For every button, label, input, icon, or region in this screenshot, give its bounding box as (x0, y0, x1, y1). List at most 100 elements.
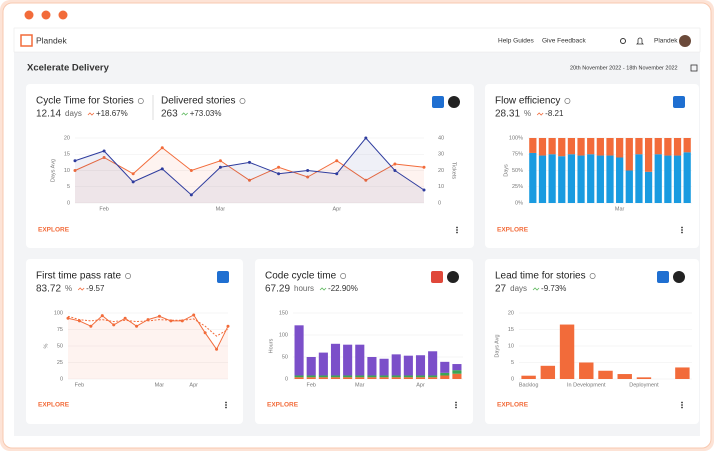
date-range[interactable]: 20th November 2022 - 18th November 2022 (570, 65, 678, 71)
bar (644, 171, 653, 203)
bar (538, 155, 547, 203)
menu-dot[interactable] (456, 231, 458, 234)
tool-icon (673, 271, 685, 283)
explore-link[interactable]: EXPLORE (497, 227, 529, 234)
trend-arrow (181, 112, 188, 116)
explore-link[interactable]: EXPLORE (38, 227, 70, 234)
y-axis-label: Hours (268, 338, 274, 353)
card-title: Code cycle time (265, 271, 337, 282)
bar (415, 377, 426, 379)
trend-arrow (77, 287, 85, 291)
y2-tick-label: 20 (438, 168, 444, 174)
data-point (306, 169, 310, 172)
menu-dot[interactable] (681, 401, 683, 404)
explore-link[interactable]: EXPLORE (267, 402, 299, 409)
data-point (364, 178, 368, 182)
metric-value: 83.72 (36, 284, 61, 295)
data-point (306, 175, 310, 179)
bar (683, 152, 691, 203)
explore-link[interactable]: EXPLORE (497, 402, 529, 409)
bar (343, 344, 353, 376)
menu-dot[interactable] (225, 404, 227, 406)
bar (675, 367, 690, 379)
y-tick-label: 0 (511, 376, 514, 382)
y-axis-label: Days Avg (494, 334, 500, 357)
bar (391, 377, 401, 379)
menu-dot[interactable] (455, 404, 457, 406)
user-name[interactable]: Plandek (654, 38, 678, 45)
menu-dot[interactable] (681, 231, 683, 234)
menu-dot[interactable] (456, 226, 458, 229)
menu-dot[interactable] (225, 401, 227, 404)
data-point (112, 323, 116, 327)
data-point (160, 146, 164, 150)
info-icon[interactable] (589, 273, 596, 279)
info-icon[interactable] (564, 98, 571, 104)
data-point (203, 331, 207, 335)
bell-icon[interactable] (636, 37, 644, 45)
menu-dot[interactable] (681, 226, 683, 229)
data-point (218, 159, 222, 163)
nav-link[interactable]: Help Guides (498, 38, 535, 45)
bar (596, 138, 604, 156)
y-tick-label: 0% (515, 200, 523, 206)
trend-arrow (532, 287, 540, 291)
x-tick-label: Apr (189, 382, 198, 388)
y-tick-label: 100 (279, 332, 288, 338)
menu-dot[interactable] (681, 229, 683, 231)
menu-dot[interactable] (455, 401, 457, 404)
menu-dot[interactable] (681, 406, 683, 409)
bar (330, 343, 341, 376)
theme-icon[interactable] (620, 38, 626, 44)
menu-dot[interactable] (681, 404, 683, 406)
y2-tick-label: 10 (438, 184, 444, 190)
metric-unit: days (65, 109, 82, 118)
nav-link[interactable]: Give Feedback (542, 38, 586, 45)
calendar-icon[interactable] (690, 64, 698, 72)
bar (440, 375, 450, 379)
menu-dot[interactable] (455, 406, 457, 409)
avatar[interactable] (679, 35, 691, 47)
bar (343, 377, 353, 379)
y2-tick-label: 0 (438, 200, 441, 206)
bar (403, 375, 413, 378)
data-point (335, 159, 339, 163)
metric-change: +18.67% (96, 109, 128, 118)
card (26, 259, 243, 424)
data-point (73, 159, 77, 163)
metric-value: 263 (161, 109, 178, 120)
bar (617, 374, 632, 379)
x-tick-label: Apr (332, 206, 341, 212)
bar (577, 155, 585, 203)
menu-dot[interactable] (225, 406, 227, 409)
explore-link[interactable]: EXPLORE (38, 402, 70, 409)
bar (330, 375, 341, 378)
card-title: Delivered stories (161, 96, 235, 107)
y-tick-label: 25 (57, 360, 63, 366)
metric-change: +73.03% (190, 109, 222, 118)
bar (654, 138, 662, 155)
info-icon[interactable] (340, 273, 347, 279)
y-axis-label: Days Avg (50, 159, 56, 182)
bar (625, 138, 633, 171)
data-point (157, 314, 161, 318)
menu-dot[interactable] (456, 229, 458, 231)
bar (428, 377, 438, 379)
bar (673, 138, 682, 156)
info-icon[interactable] (125, 273, 131, 279)
y-tick-label: 50% (512, 168, 523, 174)
bar (452, 370, 462, 374)
x-tick-label: Apr (416, 382, 425, 388)
bar (294, 325, 304, 376)
info-icon[interactable] (239, 98, 246, 104)
bar (683, 138, 691, 153)
info-icon[interactable] (137, 98, 144, 104)
y-tick-label: 10 (508, 343, 514, 349)
series-line (67, 315, 229, 337)
data-point (393, 162, 397, 166)
bar (558, 156, 566, 203)
y-tick-label: 50 (282, 354, 288, 360)
data-point (123, 316, 127, 320)
y-tick-label: 20 (64, 135, 70, 141)
